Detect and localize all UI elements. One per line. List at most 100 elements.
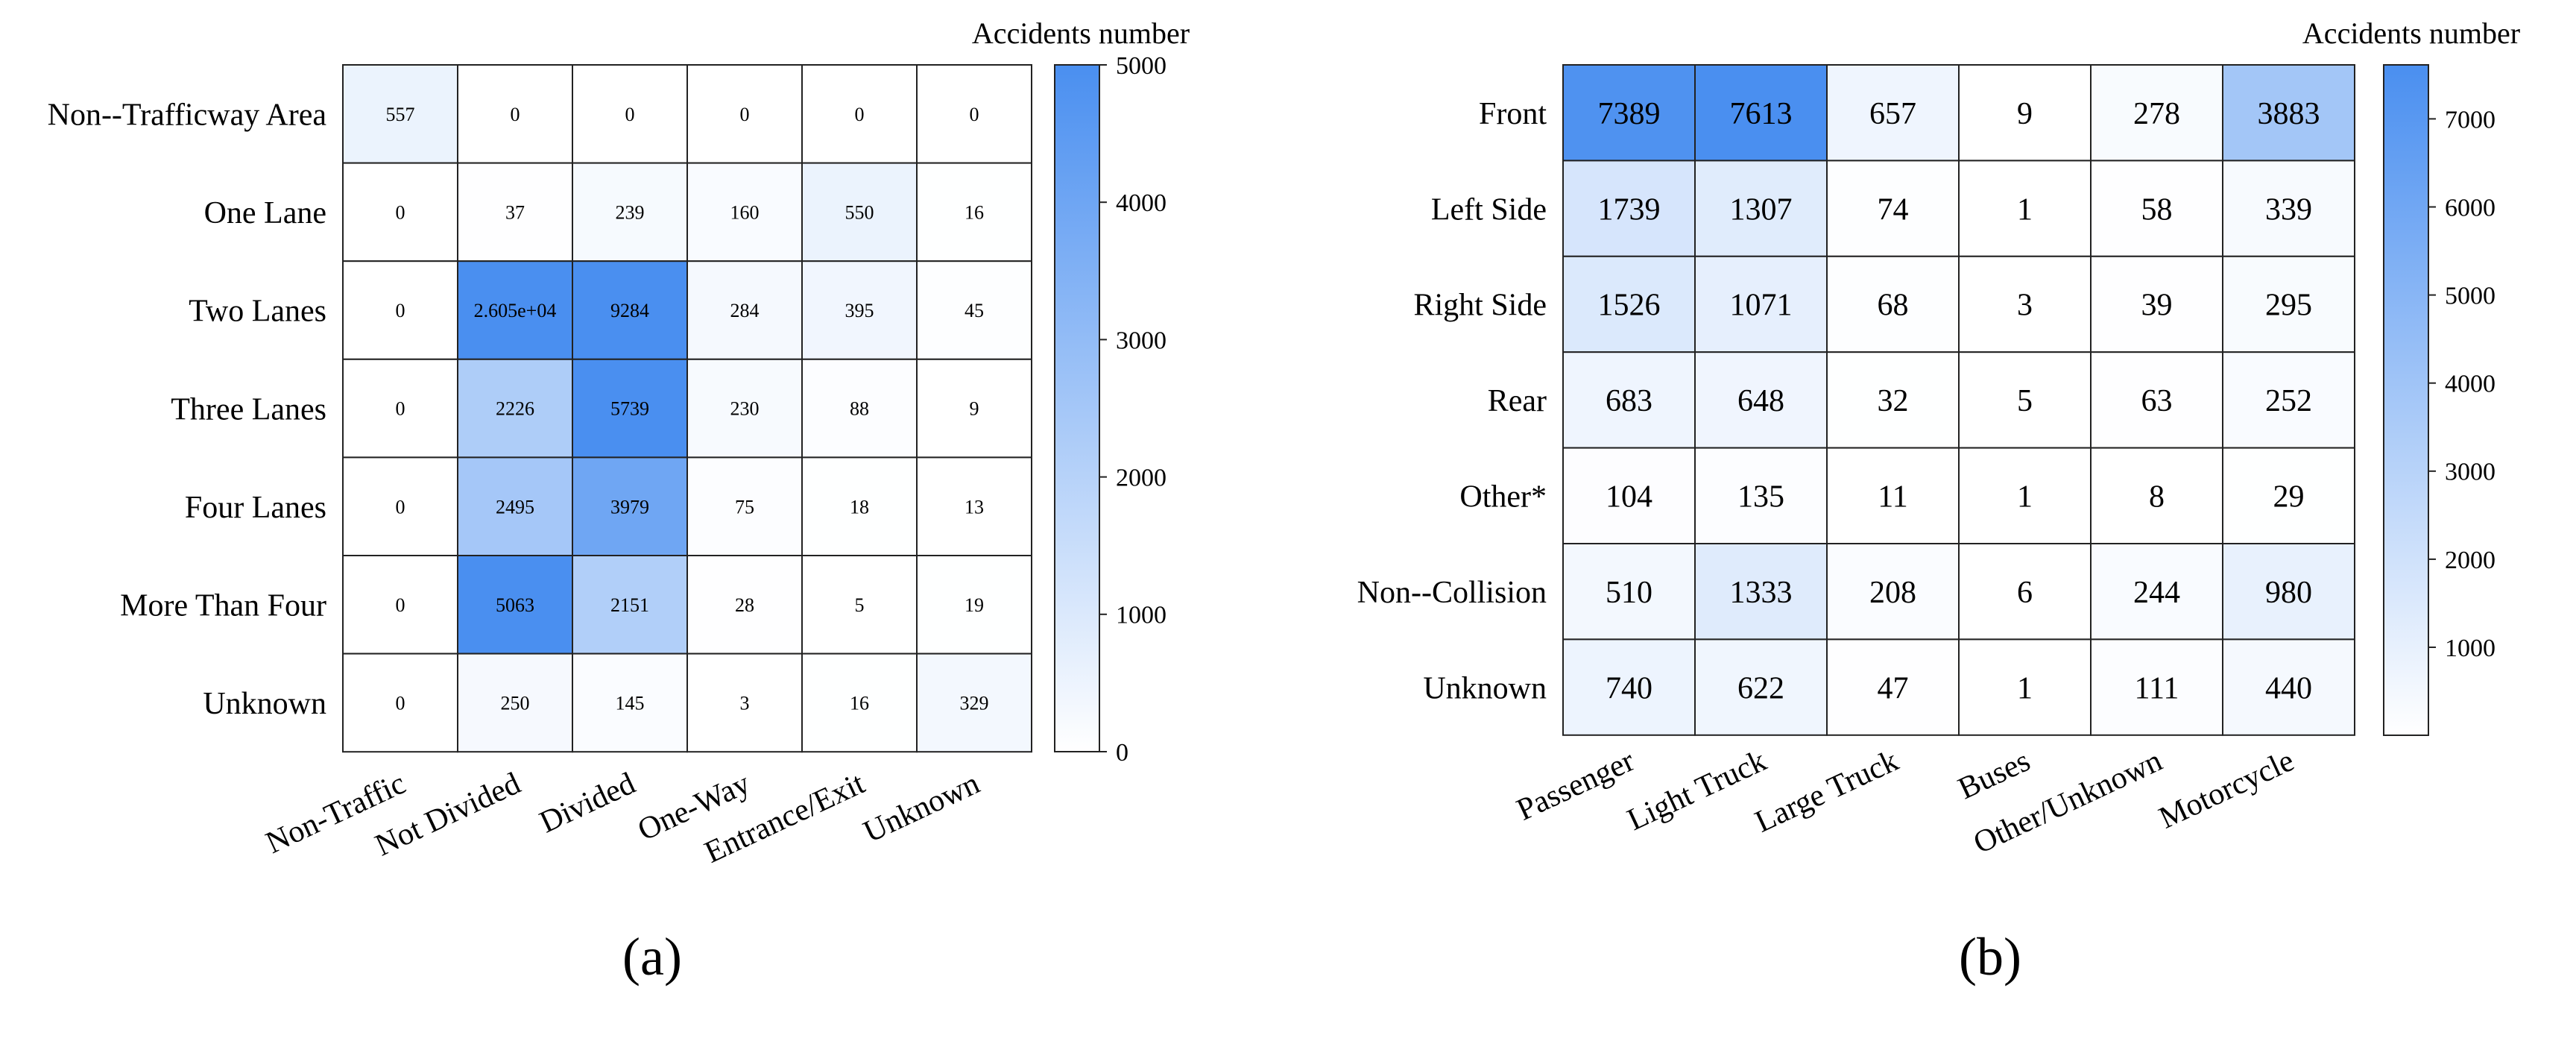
heatmap-cell xyxy=(1562,160,1696,257)
cell-value-label: 58 xyxy=(2141,192,2173,227)
heatmap-cell xyxy=(686,162,803,262)
heatmap-cell xyxy=(1958,543,2092,641)
row-label: Unknown xyxy=(203,687,326,721)
heatmap-cell xyxy=(1694,160,1828,257)
heatmap-cell xyxy=(1562,638,1696,736)
heatmap-panel-a: 557 0 0 0 0 00 37 239 160 550 160 2.605e+04 9284 284 3… xyxy=(48,16,1190,870)
heatmap-cell xyxy=(686,358,803,459)
colorbar-title: Accidents number xyxy=(972,16,1190,50)
heatmap-cell xyxy=(572,652,688,753)
cell-value-label: 88 xyxy=(850,398,869,420)
heatmap-cell xyxy=(572,64,688,164)
colorbar-tick-label: 7000 xyxy=(2445,106,2496,133)
heatmap-cell xyxy=(1826,64,1960,162)
cell-value-label: 5 xyxy=(855,594,865,616)
cell-value-label: 0 xyxy=(396,300,405,321)
cell-value-label: 0 xyxy=(396,202,405,224)
row-label: Rear xyxy=(1488,384,1547,418)
row-label: Non--Trafficway Area xyxy=(48,98,327,133)
panel-label-b: (b) xyxy=(1959,927,2021,987)
cell-value-label: 3979 xyxy=(610,496,649,518)
heatmap-cell xyxy=(457,260,573,360)
cell-value-label: 11 xyxy=(1878,480,1907,515)
cell-value-label: 16 xyxy=(965,202,984,224)
heatmap-cell xyxy=(1826,351,1960,449)
cell-value-label: 284 xyxy=(730,300,760,321)
cell-value-label: 3 xyxy=(2017,289,2033,323)
cell-value-label: 622 xyxy=(1737,671,1784,705)
cell-value-label: 1071 xyxy=(1730,289,1793,323)
heatmap-cell xyxy=(457,162,573,262)
cell-value-label: 47 xyxy=(1878,671,1909,705)
cell-value-label: 278 xyxy=(2133,97,2180,131)
cell-value-label: 1 xyxy=(2017,480,2033,515)
colorbar-tick-label: 1000 xyxy=(2445,635,2496,662)
cell-value-label: 1333 xyxy=(1730,576,1793,610)
heatmap-cell xyxy=(916,260,1032,360)
cell-value-label: 329 xyxy=(960,693,989,714)
row-label: One Lane xyxy=(204,196,326,230)
heatmap-cell xyxy=(916,652,1032,753)
heatmap-cell xyxy=(457,358,573,459)
cell-value-label: 9 xyxy=(2017,97,2033,131)
heatmap-cell xyxy=(1826,160,1960,257)
heatmap-cell xyxy=(916,64,1032,164)
cell-value-label: 0 xyxy=(625,104,635,125)
cell-value-label: 683 xyxy=(1606,384,1652,418)
cell-value-label: 1739 xyxy=(1598,192,1661,227)
cell-value-label: 160 xyxy=(730,202,760,224)
cell-value-label: 16 xyxy=(850,693,869,714)
heatmap-cell xyxy=(572,456,688,557)
heatmap-cell xyxy=(342,555,458,655)
colorbar-tick-label: 5000 xyxy=(2445,283,2496,310)
cell-value-label: 657 xyxy=(1869,97,1916,131)
cell-value-label: 550 xyxy=(845,202,874,224)
cell-value-label: 13 xyxy=(965,496,984,518)
heatmap-cell xyxy=(2090,64,2223,162)
cell-value-label: 19 xyxy=(965,594,984,616)
heatmap-cell xyxy=(916,358,1032,459)
heatmap-cell xyxy=(2222,447,2355,544)
cell-value-label: 295 xyxy=(2265,289,2312,323)
row-label: Front xyxy=(1479,97,1547,131)
cell-value-label: 9 xyxy=(970,398,979,420)
cell-value-label: 5063 xyxy=(496,594,534,616)
heatmap-cell xyxy=(1562,543,1696,641)
cell-value-label: 37 xyxy=(505,202,525,224)
cell-value-label: 557 xyxy=(386,104,415,125)
heatmap-cell xyxy=(457,64,573,164)
cell-value-label: 230 xyxy=(730,398,760,420)
colorbar-tick-label: 3000 xyxy=(1116,327,1167,354)
cell-value-label: 9284 xyxy=(610,300,649,321)
cell-value-label: 0 xyxy=(970,104,979,125)
cell-value-label: 252 xyxy=(2265,384,2312,418)
column-label: Unknown xyxy=(859,767,985,850)
cell-value-label: 2.605e+04 xyxy=(474,300,557,321)
heatmap-cell xyxy=(1958,160,2092,257)
colorbar xyxy=(1054,64,1100,752)
cell-value-label: 2495 xyxy=(496,496,534,518)
heatmap-cell xyxy=(916,162,1032,262)
heatmap-cell xyxy=(2090,543,2223,641)
colorbar-title: Accidents number xyxy=(2302,16,2520,50)
cell-value-label: 45 xyxy=(965,300,984,321)
heatmap-cell xyxy=(916,456,1032,557)
cell-value-label: 32 xyxy=(1878,384,1909,418)
row-label: Four Lanes xyxy=(185,491,326,525)
cell-value-label: 250 xyxy=(501,693,530,714)
colorbar-tick-label: 6000 xyxy=(2445,194,2496,221)
column-label: Large Truck xyxy=(1750,743,1904,840)
cell-value-label: 0 xyxy=(396,398,405,420)
row-label: Unknown xyxy=(1423,671,1547,705)
cell-value-label: 244 xyxy=(2133,576,2180,610)
cell-value-label: 2151 xyxy=(610,594,649,616)
cell-value-label: 1 xyxy=(2017,671,2033,705)
cell-value-label: 145 xyxy=(616,693,645,714)
cell-value-label: 6 xyxy=(2017,576,2033,610)
cell-value-label: 135 xyxy=(1737,480,1784,515)
cell-value-label: 29 xyxy=(2273,480,2305,515)
heatmap-cell xyxy=(1958,351,2092,449)
cell-value-label: 648 xyxy=(1737,384,1784,418)
colorbar-tick-label: 5000 xyxy=(1116,52,1167,80)
